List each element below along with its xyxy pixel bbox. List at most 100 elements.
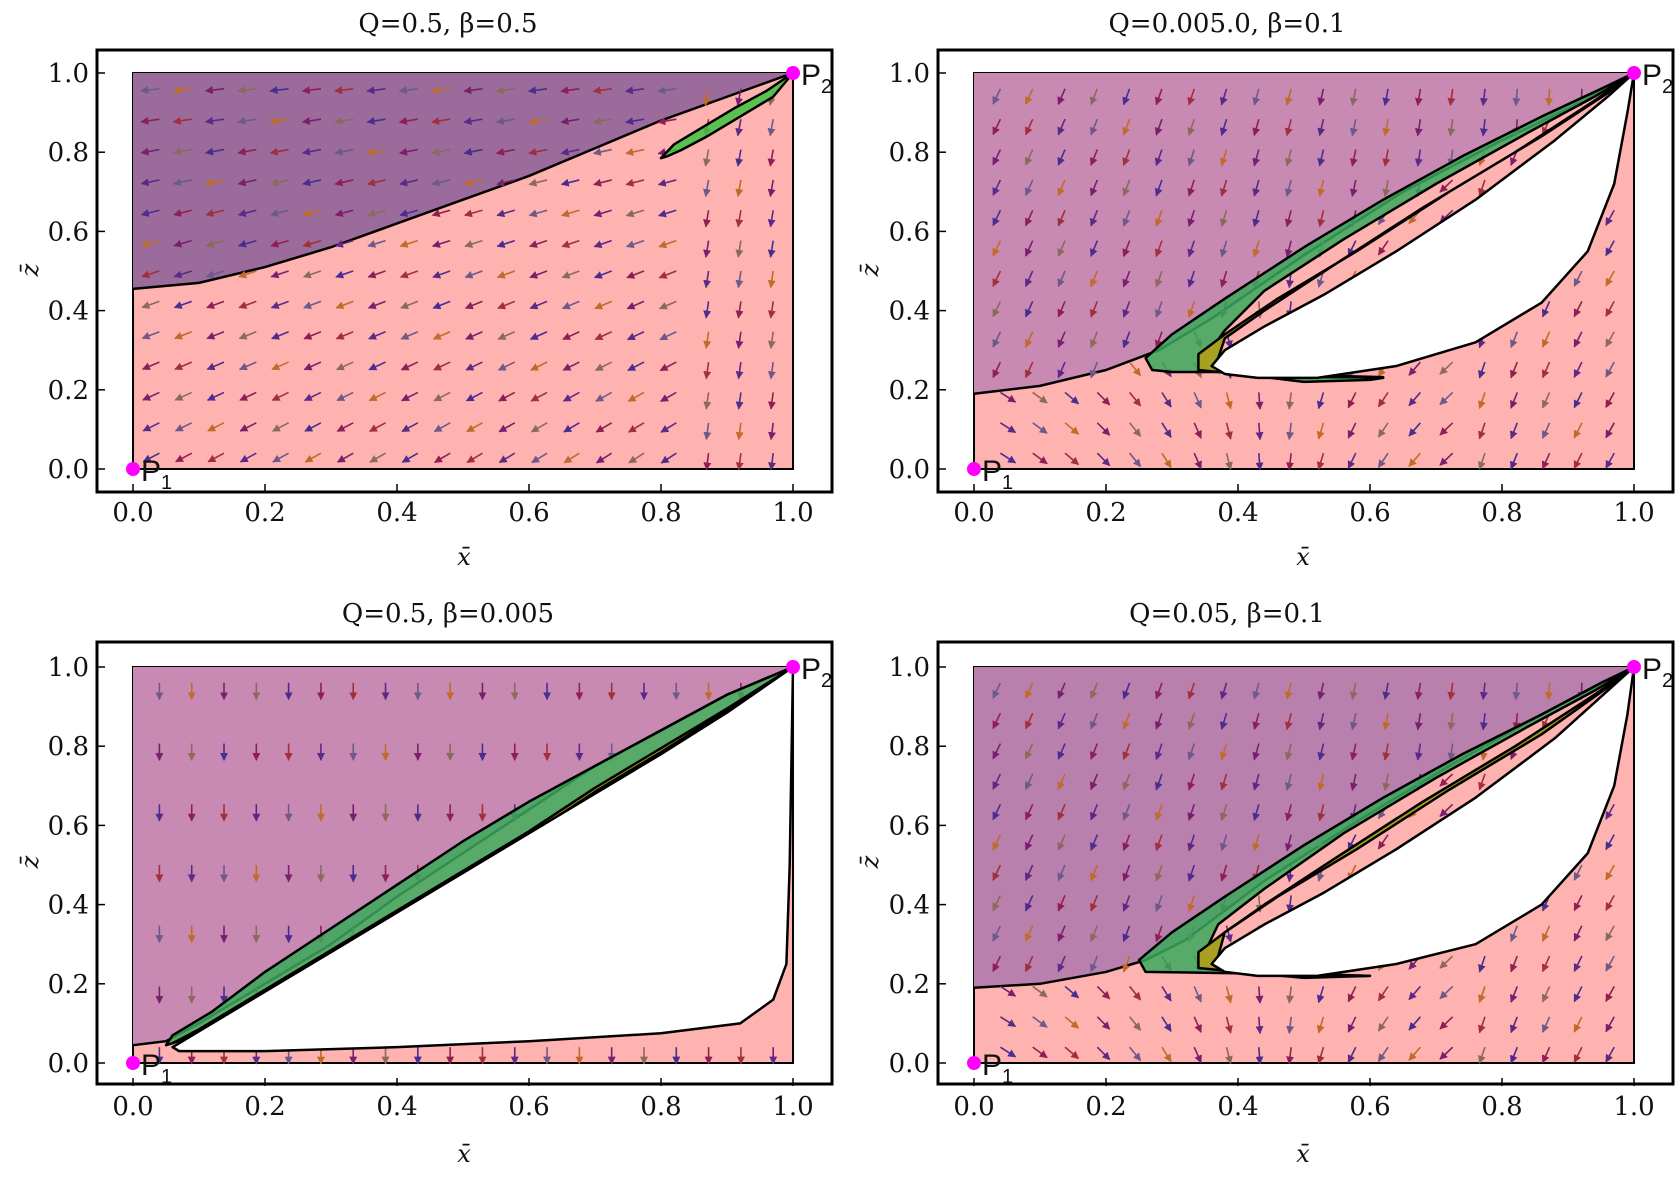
flow-arrow bbox=[269, 178, 289, 187]
flow-arrow bbox=[304, 452, 322, 463]
flow-arrow bbox=[1089, 895, 1099, 912]
flow-arrow bbox=[1544, 682, 1553, 701]
flow-arrow bbox=[1122, 149, 1131, 167]
flow-arrow bbox=[1255, 453, 1264, 471]
flow-arrow bbox=[1439, 955, 1454, 969]
flow-arrow bbox=[1478, 773, 1486, 791]
flow-arrow bbox=[658, 239, 677, 249]
flow-arrow bbox=[1573, 925, 1583, 942]
flow-arrow bbox=[1317, 713, 1326, 731]
flow-arrow bbox=[1382, 88, 1391, 107]
plot-frame bbox=[95, 48, 834, 494]
flow-arrow bbox=[1129, 391, 1142, 407]
flow-arrow bbox=[703, 210, 711, 228]
flow-arrow bbox=[1154, 895, 1163, 912]
flow-arrow bbox=[1573, 331, 1583, 348]
flow-arrow bbox=[1057, 803, 1066, 821]
flow-arrow bbox=[1252, 240, 1261, 258]
flow-arrow bbox=[1219, 240, 1228, 258]
flow-arrow bbox=[368, 361, 386, 371]
flow-arrow bbox=[1541, 1016, 1551, 1033]
flow-arrow bbox=[992, 925, 1002, 942]
flow-arrow bbox=[1154, 301, 1163, 318]
flow-arrow bbox=[335, 300, 354, 310]
flow-arrow bbox=[1605, 392, 1615, 409]
flow-arrow bbox=[1154, 834, 1163, 852]
flow-arrow bbox=[560, 86, 580, 95]
flow-arrow bbox=[463, 117, 483, 125]
flow-arrow bbox=[1509, 452, 1519, 470]
flow-arrow bbox=[1252, 88, 1261, 106]
flow-arrow bbox=[1573, 392, 1583, 409]
flow-arrow bbox=[659, 330, 677, 341]
flow-arrow bbox=[992, 331, 1002, 348]
flow-arrow bbox=[1479, 119, 1488, 137]
flow-arrow bbox=[367, 239, 386, 248]
flow-arrow bbox=[1024, 331, 1034, 348]
flow-arrow bbox=[1605, 422, 1615, 439]
flow-arrow bbox=[238, 270, 257, 279]
flow-arrow bbox=[1573, 270, 1583, 287]
y-tick-label: 0.2 bbox=[48, 970, 89, 1000]
flow-arrow bbox=[1219, 270, 1228, 288]
flow-arrow bbox=[1509, 955, 1519, 973]
flow-arrow bbox=[1064, 1046, 1080, 1060]
flow-arrow bbox=[1573, 452, 1583, 470]
flow-arrow bbox=[205, 178, 225, 187]
flow-arrow bbox=[1573, 361, 1583, 378]
flow-arrow bbox=[1154, 240, 1163, 258]
flow-arrow bbox=[271, 391, 289, 402]
flow-arrow bbox=[1509, 1046, 1519, 1064]
flow-arrow bbox=[1057, 270, 1066, 288]
flow-arrow bbox=[1129, 985, 1142, 1001]
flow-arrow bbox=[1509, 392, 1519, 409]
flow-arrow bbox=[992, 834, 1002, 851]
flow-arrow bbox=[1349, 682, 1358, 700]
flow-arrow bbox=[172, 178, 192, 187]
flow-arrow bbox=[593, 178, 612, 187]
flow-arrow bbox=[367, 209, 386, 218]
x-tick-label: 0.2 bbox=[1085, 498, 1126, 528]
flow-arrow bbox=[767, 331, 776, 350]
flow-arrow bbox=[625, 117, 645, 126]
flow-arrow bbox=[1154, 682, 1163, 700]
equilibrium-point-subscript: 2 bbox=[821, 76, 832, 98]
flow-arrow bbox=[658, 270, 677, 279]
flow-arrow bbox=[1509, 986, 1519, 1003]
flow-arrow bbox=[561, 270, 580, 279]
flow-arrow bbox=[702, 88, 711, 106]
flow-arrow bbox=[466, 422, 483, 433]
flow-arrow bbox=[1252, 773, 1261, 791]
y-axis-label: z̄ bbox=[856, 263, 884, 277]
flow-arrow bbox=[1193, 452, 1202, 470]
flow-arrow bbox=[1347, 452, 1357, 470]
flow-arrow bbox=[992, 240, 1002, 257]
flow-arrow bbox=[175, 452, 193, 463]
flow-arrow bbox=[992, 955, 1002, 973]
flow-arrow bbox=[1225, 392, 1233, 410]
equilibrium-point bbox=[126, 1056, 140, 1070]
flow-arrow bbox=[1316, 1046, 1325, 1064]
flow-arrow bbox=[1347, 1046, 1357, 1064]
y-tick-label: 1.0 bbox=[889, 653, 930, 683]
flow-arrow bbox=[303, 361, 322, 371]
flow-arrow bbox=[1122, 179, 1131, 197]
flow-arrow bbox=[735, 210, 744, 228]
flow-arrow bbox=[1129, 1046, 1142, 1062]
flow-arrow bbox=[496, 209, 515, 218]
flow-arrow bbox=[735, 301, 744, 319]
flow-arrow bbox=[1154, 925, 1163, 943]
x-tick-label: 0.6 bbox=[1349, 498, 1390, 528]
flow-arrow bbox=[1129, 452, 1142, 468]
flow-arrow bbox=[1408, 985, 1421, 1001]
flow-arrow bbox=[595, 452, 613, 464]
flow-arrow bbox=[703, 270, 712, 289]
flow-arrow bbox=[1317, 179, 1326, 197]
flow-arrow bbox=[1122, 118, 1131, 136]
flow-arrow bbox=[593, 270, 612, 279]
flow-arrow bbox=[703, 301, 712, 319]
flow-arrow bbox=[140, 86, 160, 95]
panel-title: Q=0.5, β=0.5 bbox=[358, 9, 537, 39]
flow-arrow bbox=[172, 86, 192, 95]
flow-arrow bbox=[1122, 864, 1131, 882]
